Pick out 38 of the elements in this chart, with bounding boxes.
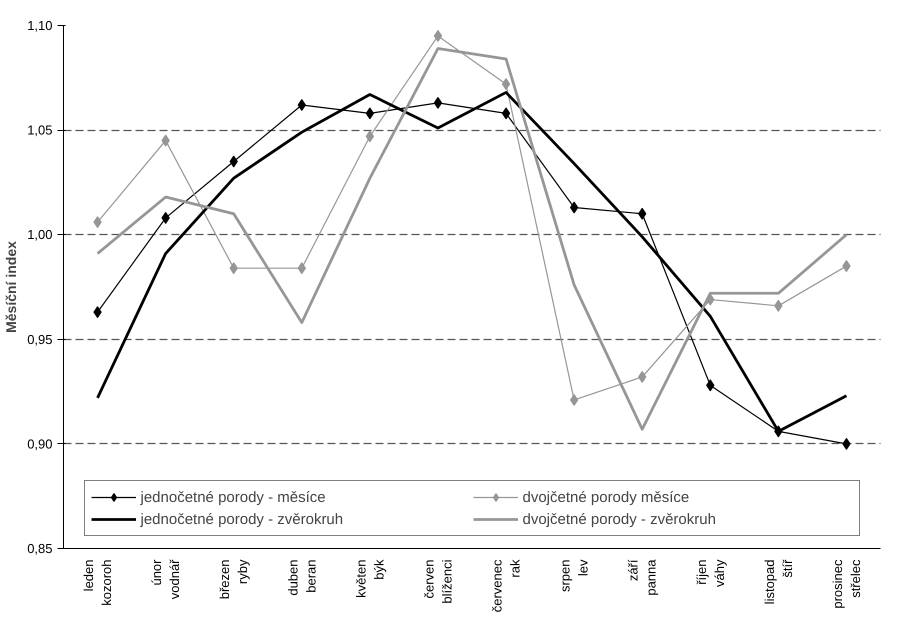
point — [570, 394, 578, 406]
point — [502, 78, 510, 90]
y-tick-label: 1,05 — [27, 122, 53, 138]
x-tick-label: leden kozoroh — [81, 559, 114, 606]
x-tick-label: říjen váhy — [694, 559, 727, 587]
legend-label: jednočetné porody - zvěrokruh — [140, 510, 344, 528]
point — [434, 96, 442, 109]
x-tick-label: listopad štíř — [762, 558, 795, 604]
y-tick-label: 0,90 — [27, 436, 53, 452]
x-tick-label: září panna — [626, 558, 659, 596]
y-tick-label: 0,85 — [27, 541, 53, 556]
x-tick-label: červen blíženci — [421, 559, 454, 604]
point — [774, 300, 783, 312]
legend-label: jednočetné porody - měsíce — [140, 488, 327, 506]
point — [434, 30, 442, 42]
legend-label: dvojčetné porody měsíce — [522, 488, 690, 506]
y-tick-label: 1,00 — [27, 227, 53, 242]
y-tick-label: 1,10 — [27, 18, 53, 33]
y-tick-label: 0,95 — [27, 332, 53, 347]
point — [366, 130, 374, 142]
point — [161, 212, 170, 224]
y-axis-title: Měsíční index — [3, 240, 20, 333]
x-tick-label: prosinec střelec — [830, 559, 863, 609]
x-tick-label: květen býk — [353, 559, 386, 598]
legend-label: dvojčetné porody - zvěrokruh — [522, 510, 717, 528]
point — [93, 216, 102, 228]
point — [842, 438, 851, 450]
point — [93, 306, 102, 318]
point — [161, 134, 170, 147]
x-tick-label: únor vodnář — [149, 558, 182, 600]
x-tick-label: březen ryby — [217, 559, 250, 600]
x-tick-label: duben beran — [285, 559, 318, 596]
point — [842, 260, 851, 272]
point — [502, 107, 510, 120]
x-tick-label: červenec rak — [490, 559, 523, 612]
x-tick-label: srpen lev — [558, 559, 591, 592]
point — [366, 107, 374, 120]
point — [570, 202, 578, 214]
